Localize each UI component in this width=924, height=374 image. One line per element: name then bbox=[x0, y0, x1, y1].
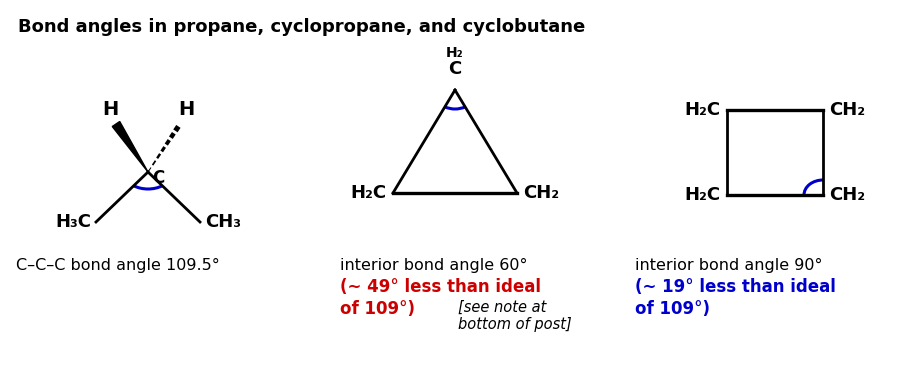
Text: H: H bbox=[178, 100, 194, 119]
Text: CH₃: CH₃ bbox=[205, 213, 241, 231]
Text: of 109°): of 109°) bbox=[340, 300, 415, 318]
Text: (∼ 19° less than ideal: (∼ 19° less than ideal bbox=[635, 278, 836, 296]
Text: H₂C: H₂C bbox=[685, 186, 721, 204]
Text: CH₂: CH₂ bbox=[829, 101, 865, 119]
Text: C: C bbox=[152, 169, 164, 187]
Text: C: C bbox=[448, 60, 462, 78]
Text: H: H bbox=[102, 100, 118, 119]
Text: H₂: H₂ bbox=[446, 46, 464, 60]
Text: H₃C: H₃C bbox=[55, 213, 91, 231]
Text: H₂C: H₂C bbox=[685, 101, 721, 119]
Text: CH₂: CH₂ bbox=[523, 184, 559, 202]
Text: of 109°): of 109°) bbox=[635, 300, 710, 318]
Text: (∼ 49° less than ideal: (∼ 49° less than ideal bbox=[340, 278, 541, 296]
Text: C–C–C bond angle 109.5°: C–C–C bond angle 109.5° bbox=[16, 258, 220, 273]
Text: H₂C: H₂C bbox=[351, 184, 387, 202]
Text: [see note at
bottom of post]: [see note at bottom of post] bbox=[458, 300, 572, 332]
Text: CH₂: CH₂ bbox=[829, 186, 865, 204]
Polygon shape bbox=[112, 122, 148, 172]
Text: interior bond angle 60°: interior bond angle 60° bbox=[340, 258, 528, 273]
Text: Bond angles in propane, cyclopropane, and cyclobutane: Bond angles in propane, cyclopropane, an… bbox=[18, 18, 585, 36]
Text: interior bond angle 90°: interior bond angle 90° bbox=[635, 258, 822, 273]
